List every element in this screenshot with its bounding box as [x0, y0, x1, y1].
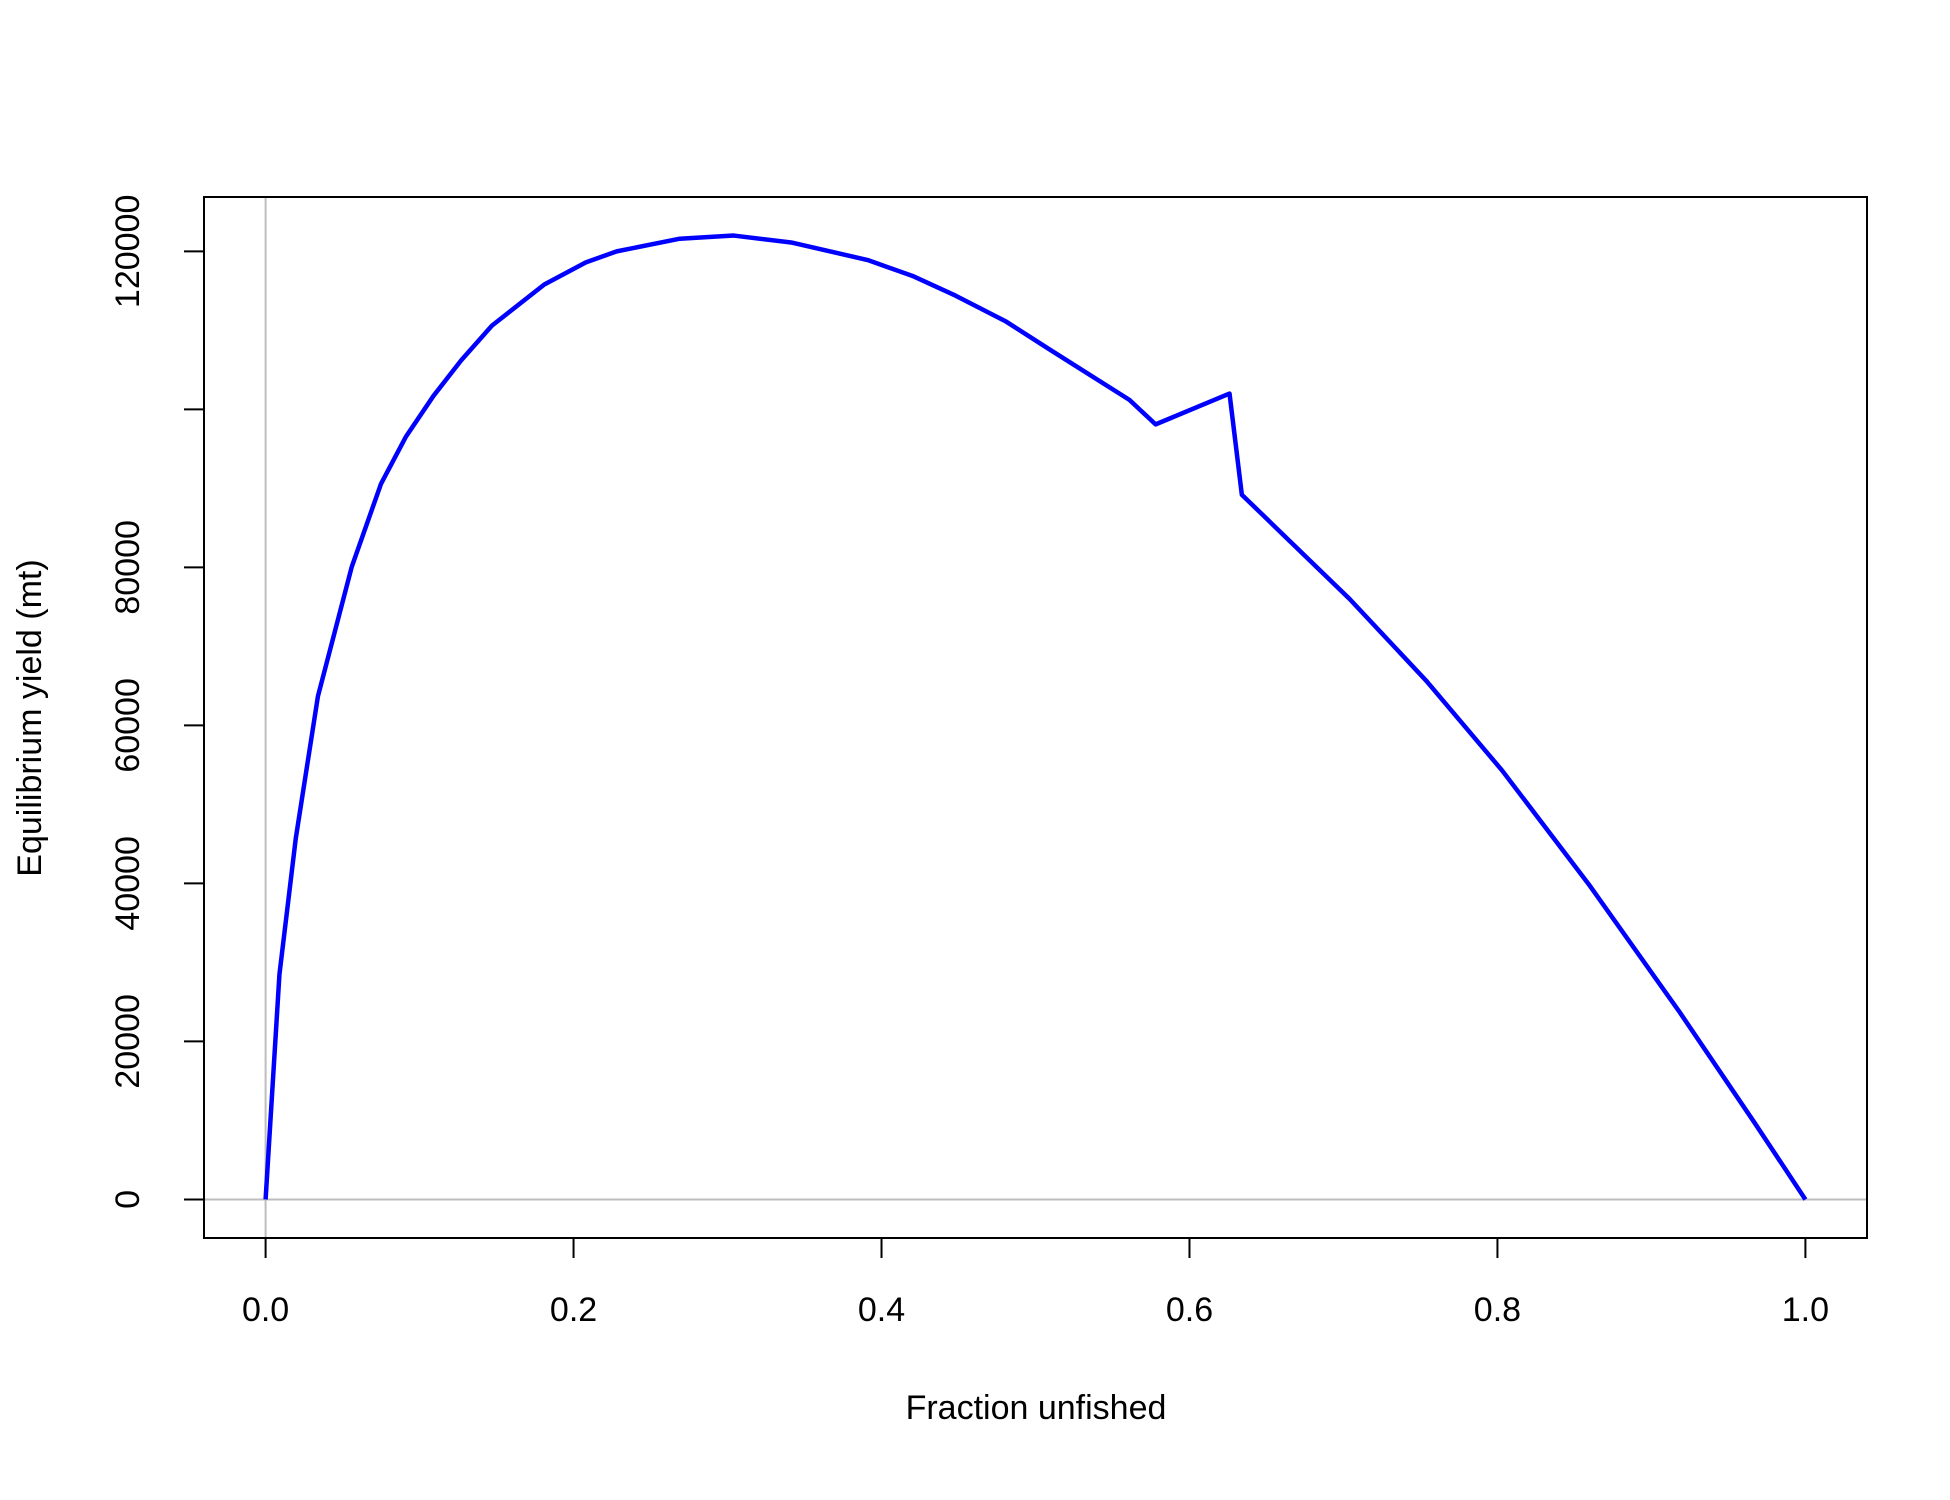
x-tick-label: 0.4	[858, 1291, 905, 1329]
x-tick-label: 1.0	[1782, 1291, 1829, 1329]
y-tick-label: 120000	[109, 195, 147, 308]
y-axis-title: Equilibrium yield (mt)	[11, 559, 49, 876]
x-tick-label: 0.8	[1474, 1291, 1521, 1329]
plot-frame	[203, 196, 1868, 1239]
data-line	[263, 233, 1808, 1201]
y-tick-label: 60000	[109, 678, 147, 773]
y-tick-label: 20000	[109, 994, 147, 1089]
x-axis-title: Fraction unfished	[906, 1389, 1167, 1427]
y-tick-label: 40000	[109, 836, 147, 931]
x-tick-label: 0.2	[550, 1291, 597, 1329]
x-tick-label: 0.6	[1166, 1291, 1213, 1329]
y-tick-label: 0	[109, 1190, 147, 1209]
x-tick-label: 0.0	[242, 1291, 289, 1329]
y-tick-label: 80000	[109, 520, 147, 615]
